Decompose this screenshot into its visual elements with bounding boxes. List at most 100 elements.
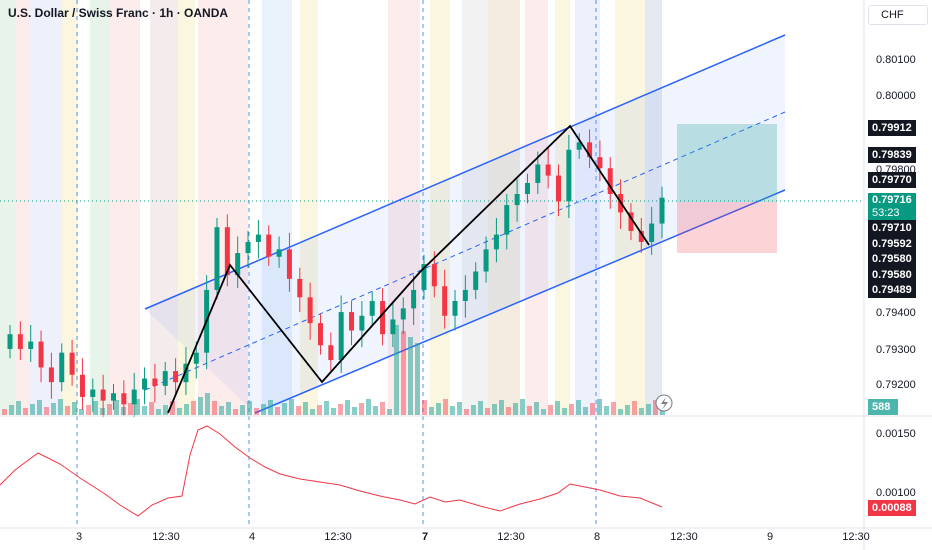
candle-body [131,389,137,405]
volume-bar [156,409,161,415]
volume-bar [415,343,420,415]
candle-body [90,389,96,397]
channel-upper-line[interactable] [144,34,786,310]
volume-bar [93,401,98,415]
price-tick: 0.79200 [876,379,916,391]
volume-bar [366,399,371,415]
price-tag: 0.79710 [868,220,916,236]
volume-bar [471,405,476,415]
candle-body [28,341,34,349]
candle-body [121,393,127,405]
volume-bar [191,401,196,415]
volume-bar [226,402,231,415]
session-band [15,0,30,415]
candle-body [100,389,106,401]
candle-body [504,205,510,235]
volume-bar [198,397,203,415]
volume-bar [261,404,266,415]
channel-lower-line[interactable] [254,189,786,414]
volume-bar [401,331,406,415]
candle-body [535,164,541,183]
price-tick: 0.79400 [876,307,916,319]
candle-body [431,264,437,287]
candle-body [638,230,644,242]
indicator-value-tag: 0.00088 [868,500,916,516]
volume-bar [254,408,259,415]
candle-body [69,352,75,375]
candle-body [79,374,85,397]
volume-bar [373,406,378,415]
candle-body [380,301,386,335]
indicator-line[interactable] [0,425,663,517]
long-position-target-zone[interactable] [677,124,777,202]
volume-bar [338,404,343,415]
candle-body [566,149,572,202]
volume-bar [464,409,469,415]
candle-body [328,345,334,361]
volume-bar [646,404,651,415]
session-band [300,0,318,415]
candle-body [297,278,303,298]
volume-bar [618,409,623,415]
candle-body [317,323,323,346]
volume-bar [233,409,238,415]
volume-bar [632,401,637,415]
zigzag-pattern-line[interactable] [167,124,650,414]
volume-bar [240,405,245,415]
candle-body [307,297,313,324]
volume-bar [520,399,525,415]
volume-bar [170,401,175,415]
session-band [488,0,520,415]
volume-bar [639,408,644,415]
candle-body [359,315,365,331]
volume-bar [562,408,567,415]
volume-bar [128,403,133,415]
volume-bar [65,406,70,415]
price-tag: 0.79592 [868,236,916,252]
volume-bar [296,406,301,415]
volume-bar [576,400,581,415]
price-tick: 0.79300 [876,344,916,356]
session-band [262,0,292,415]
volume-bar [44,407,49,415]
currency-button[interactable]: CHF [868,5,928,25]
candle-countdown: 53:23 [872,207,900,219]
volume-bar [611,402,616,415]
volume-bar [527,406,532,415]
candle-body [556,175,562,202]
volume-bar [72,402,77,415]
candle-body [473,271,479,290]
session-band [645,0,662,415]
volume-bar [212,401,217,415]
candle-body [628,212,634,231]
volume-bar [394,325,399,415]
candle-body [235,253,241,276]
session-band [525,0,548,415]
candle-body [224,227,230,276]
indicator-tick: 0.00100 [876,487,916,499]
volume-bar [142,406,147,415]
current-price-tag: 0.79716 53:23 [868,193,916,221]
volume-bar [625,405,630,415]
candle-body [110,393,116,401]
volume-bar [331,408,336,415]
volume-bar [436,403,441,415]
candle-body [576,142,582,150]
long-position-stop-zone[interactable] [677,202,777,253]
candle-body [483,249,489,272]
volume-bar [597,399,602,415]
volume-tag: 588 [868,399,898,415]
session-band [462,0,488,415]
candle-body [7,334,13,349]
volume-bar [541,409,546,415]
volume-bar [177,408,182,415]
price-tag: 0.79839 [868,147,916,163]
volume-bar [135,399,140,415]
volume-bar [583,407,588,415]
session-band [62,0,78,415]
time-tick: 12:30 [152,531,180,543]
candle-body [48,367,54,383]
volume-bar [51,403,56,415]
